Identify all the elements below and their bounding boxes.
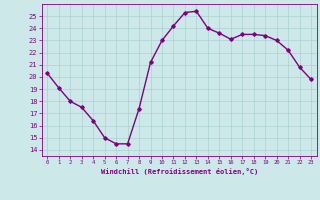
X-axis label: Windchill (Refroidissement éolien,°C): Windchill (Refroidissement éolien,°C) bbox=[100, 168, 258, 175]
